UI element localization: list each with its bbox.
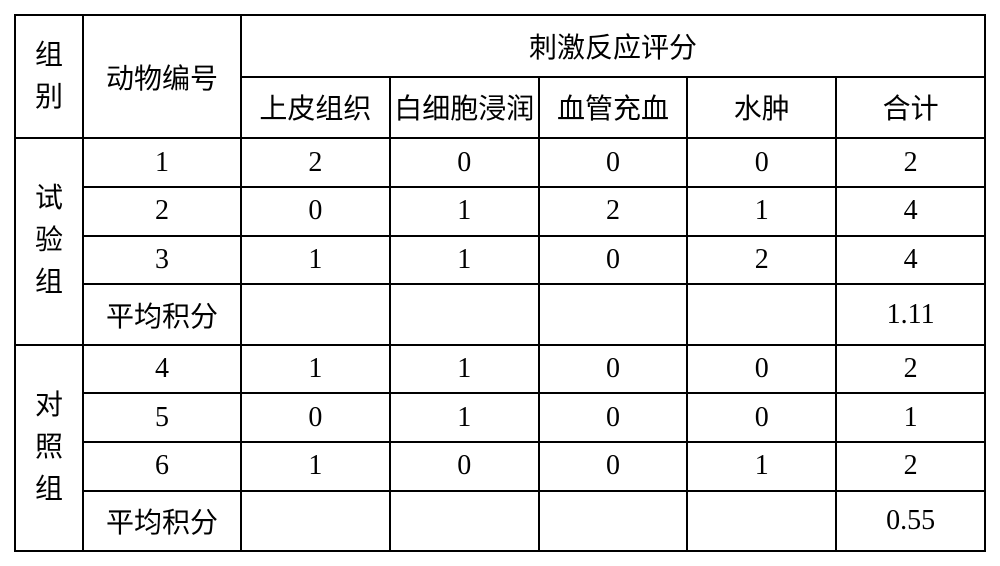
avg-blank (687, 491, 836, 551)
cell-total: 1 (836, 393, 985, 442)
cell-total: 2 (836, 442, 985, 491)
cell-total: 4 (836, 236, 985, 285)
header-animal-no: 动物编号 (83, 15, 241, 138)
cell-leukocyte: 1 (390, 236, 539, 285)
cell-epithelial: 1 (241, 345, 390, 394)
cell-epithelial: 0 (241, 393, 390, 442)
table-row: 6 1 0 0 1 2 (15, 442, 985, 491)
cell-edema: 0 (687, 345, 836, 394)
group-label: 试验组 (15, 138, 83, 344)
cell-animal: 4 (83, 345, 241, 394)
header-score: 刺激反应评分 (241, 15, 985, 77)
avg-blank (390, 284, 539, 344)
avg-total: 1.11 (836, 284, 985, 344)
cell-vascular: 0 (539, 393, 688, 442)
avg-label: 平均积分 (83, 284, 241, 344)
cell-total: 4 (836, 187, 985, 236)
avg-blank (241, 491, 390, 551)
cell-epithelial: 1 (241, 236, 390, 285)
cell-vascular: 2 (539, 187, 688, 236)
cell-animal: 1 (83, 138, 241, 187)
table-row: 对照组 4 1 1 0 0 2 (15, 345, 985, 394)
header-total: 合计 (836, 77, 985, 139)
avg-total: 0.55 (836, 491, 985, 551)
score-table-container: 组别 动物编号 刺激反应评分 上皮组织 白细胞浸润 血管充血 水肿 合计 试验组… (0, 0, 1000, 566)
cell-vascular: 0 (539, 236, 688, 285)
cell-epithelial: 0 (241, 187, 390, 236)
cell-edema: 1 (687, 442, 836, 491)
cell-leukocyte: 1 (390, 187, 539, 236)
cell-vascular: 0 (539, 345, 688, 394)
table-header-row: 组别 动物编号 刺激反应评分 (15, 15, 985, 77)
header-epithelial: 上皮组织 (241, 77, 390, 139)
table-avg-row: 平均积分 0.55 (15, 491, 985, 551)
avg-label: 平均积分 (83, 491, 241, 551)
table-row: 2 0 1 2 1 4 (15, 187, 985, 236)
cell-vascular: 0 (539, 138, 688, 187)
cell-animal: 6 (83, 442, 241, 491)
avg-blank (539, 284, 688, 344)
cell-epithelial: 2 (241, 138, 390, 187)
group-label: 对照组 (15, 345, 83, 551)
cell-edema: 0 (687, 393, 836, 442)
cell-total: 2 (836, 138, 985, 187)
table-row: 试验组 1 2 0 0 0 2 (15, 138, 985, 187)
cell-leukocyte: 1 (390, 393, 539, 442)
cell-edema: 2 (687, 236, 836, 285)
header-vascular: 血管充血 (539, 77, 688, 139)
table-row: 3 1 1 0 2 4 (15, 236, 985, 285)
cell-epithelial: 1 (241, 442, 390, 491)
cell-animal: 2 (83, 187, 241, 236)
avg-blank (539, 491, 688, 551)
avg-blank (390, 491, 539, 551)
header-leukocyte: 白细胞浸润 (390, 77, 539, 139)
avg-blank (241, 284, 390, 344)
cell-edema: 0 (687, 138, 836, 187)
header-group: 组别 (15, 15, 83, 138)
score-table: 组别 动物编号 刺激反应评分 上皮组织 白细胞浸润 血管充血 水肿 合计 试验组… (14, 14, 986, 552)
cell-animal: 5 (83, 393, 241, 442)
cell-vascular: 0 (539, 442, 688, 491)
table-avg-row: 平均积分 1.11 (15, 284, 985, 344)
cell-leukocyte: 0 (390, 442, 539, 491)
cell-leukocyte: 1 (390, 345, 539, 394)
cell-leukocyte: 0 (390, 138, 539, 187)
cell-edema: 1 (687, 187, 836, 236)
table-row: 5 0 1 0 0 1 (15, 393, 985, 442)
cell-animal: 3 (83, 236, 241, 285)
cell-total: 2 (836, 345, 985, 394)
header-edema: 水肿 (687, 77, 836, 139)
avg-blank (687, 284, 836, 344)
